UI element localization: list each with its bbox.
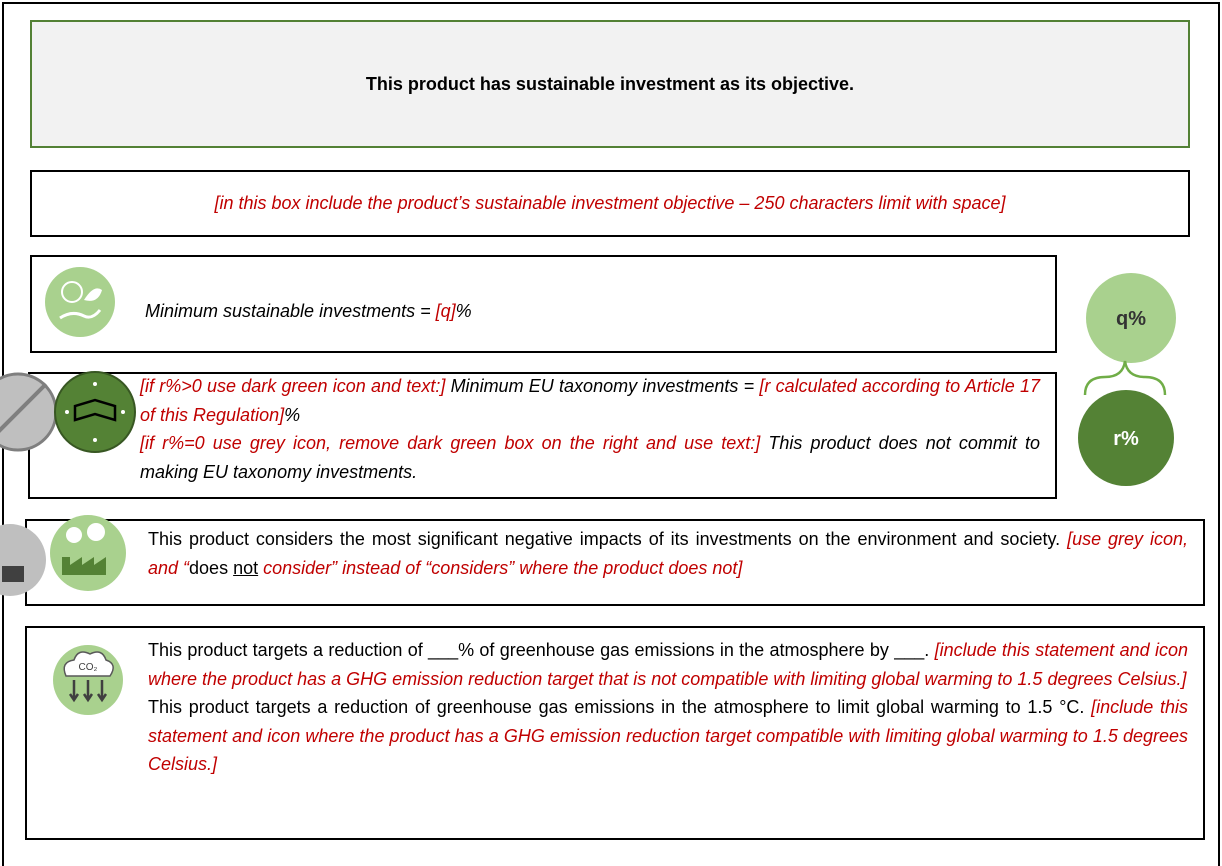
text: This product targets a reduction of ___%… bbox=[148, 640, 930, 660]
text: % bbox=[284, 404, 301, 425]
impacts-box: This product considers the most signific… bbox=[25, 519, 1205, 606]
text: Minimum EU taxonomy investments = bbox=[445, 376, 760, 396]
text: Minimum sustainable investments = bbox=[145, 301, 436, 321]
impacts-text: This product considers the most signific… bbox=[148, 525, 1188, 582]
taxonomy-box: [if r%>0 use dark green icon and text:] … bbox=[28, 372, 1057, 499]
text: This product considers the most signific… bbox=[148, 529, 1068, 549]
text: This product does not commit to making E… bbox=[140, 433, 1040, 482]
ghg-box: This product targets a reduction of ___%… bbox=[25, 626, 1205, 840]
header-title: This product has sustainable investment … bbox=[365, 73, 855, 94]
text: [r calculated according to Article 17 of… bbox=[140, 376, 1040, 425]
text: [include this statement and icon where t… bbox=[148, 697, 1188, 774]
placeholder: [q] bbox=[435, 301, 456, 321]
minimum-box: Minimum sustainable investments = [q]% bbox=[30, 255, 1057, 353]
text: not bbox=[233, 557, 259, 578]
text: consider” instead of “considers” where t… bbox=[258, 557, 743, 578]
taxonomy-text: [if r%>0 use dark green icon and text:] … bbox=[140, 372, 1040, 486]
ghg-text: This product targets a reduction of ___%… bbox=[148, 636, 1188, 779]
text: [use grey icon, and “ bbox=[148, 529, 1188, 578]
objective-box: [in this box include the product’s susta… bbox=[30, 170, 1190, 237]
text: [if r%>0 use dark green icon and text:] bbox=[140, 376, 446, 396]
minimum-text: Minimum sustainable investments = [q]% bbox=[145, 297, 472, 326]
text: [if r%=0 use grey icon, remove dark gree… bbox=[140, 433, 761, 453]
header-box: This product has sustainable investment … bbox=[30, 20, 1190, 148]
objective-text: [in this box include the product’s susta… bbox=[214, 193, 1006, 213]
text: This product targets a reduction of gree… bbox=[148, 697, 1092, 717]
text: does bbox=[189, 557, 229, 578]
text: [include this statement and icon where t… bbox=[148, 640, 1188, 689]
text: % bbox=[455, 301, 472, 321]
